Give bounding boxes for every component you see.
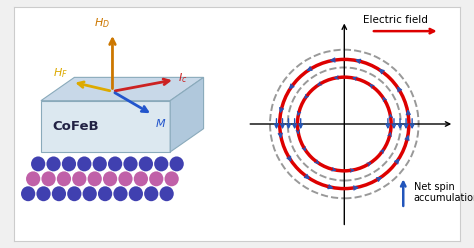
Circle shape <box>170 156 184 171</box>
Circle shape <box>149 171 164 186</box>
Polygon shape <box>41 101 170 152</box>
Text: $M$: $M$ <box>155 117 166 129</box>
Circle shape <box>129 186 143 201</box>
Circle shape <box>98 186 112 201</box>
Circle shape <box>118 171 133 186</box>
Text: $H_F$: $H_F$ <box>53 66 68 80</box>
Circle shape <box>36 186 51 201</box>
Circle shape <box>134 171 148 186</box>
Circle shape <box>46 156 61 171</box>
Text: CoFeB: CoFeB <box>52 120 99 133</box>
Circle shape <box>92 156 107 171</box>
Circle shape <box>62 156 76 171</box>
Circle shape <box>31 156 46 171</box>
Circle shape <box>164 171 179 186</box>
Circle shape <box>82 186 97 201</box>
Circle shape <box>108 156 122 171</box>
Circle shape <box>154 156 168 171</box>
Polygon shape <box>170 77 204 152</box>
Text: Net spin
accumulation: Net spin accumulation <box>414 182 474 203</box>
Circle shape <box>88 171 102 186</box>
Circle shape <box>21 186 35 201</box>
Circle shape <box>72 171 86 186</box>
Circle shape <box>26 171 40 186</box>
Circle shape <box>160 186 174 201</box>
Text: Electric field: Electric field <box>363 15 428 26</box>
Circle shape <box>77 156 91 171</box>
Circle shape <box>123 156 137 171</box>
Circle shape <box>103 171 117 186</box>
Circle shape <box>113 186 128 201</box>
Circle shape <box>139 156 153 171</box>
Text: $H_D$: $H_D$ <box>94 16 110 30</box>
Text: $I_c$: $I_c$ <box>178 72 188 86</box>
Circle shape <box>41 171 55 186</box>
Polygon shape <box>41 77 204 101</box>
Circle shape <box>67 186 82 201</box>
Circle shape <box>144 186 158 201</box>
Circle shape <box>57 171 71 186</box>
Circle shape <box>52 186 66 201</box>
